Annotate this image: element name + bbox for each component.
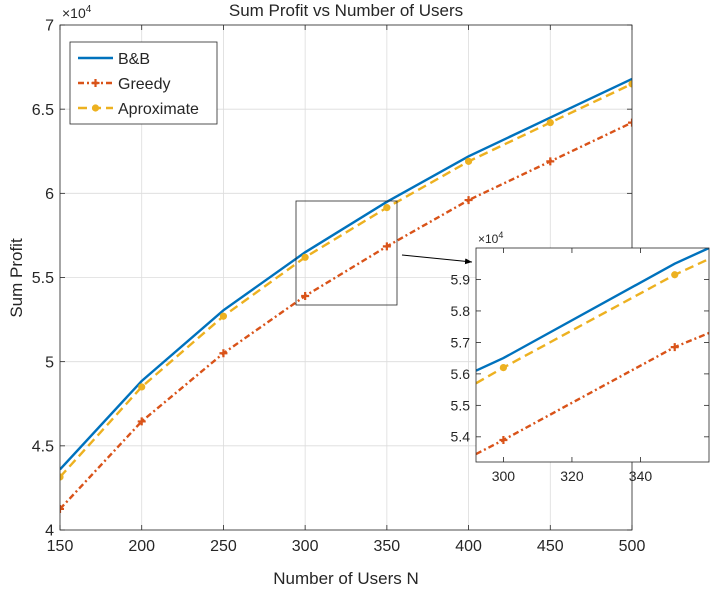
series-line-greedy (476, 331, 709, 456)
inset-plot-area (476, 248, 709, 462)
series-line-b-b (476, 248, 709, 372)
inset-axes-box (475, 247, 710, 463)
x-tick-label: 300 (492, 468, 516, 484)
data-point-greedy (464, 196, 473, 205)
data-point-aproximate (219, 312, 228, 320)
x-tick-label: 300 (292, 538, 319, 555)
legend-marker-greedy (91, 79, 100, 87)
x-tick-label: 340 (629, 468, 653, 484)
main-ticks: 150 200 250 300 350 400 450 500 4 4.5 5 5.5 6 6.5 7 (32, 18, 646, 555)
x-tick-label: 450 (537, 538, 564, 555)
data-point-aproximate (671, 271, 679, 279)
series-line-b-b (60, 77, 632, 471)
y-exponent-label: ×104 (62, 4, 92, 21)
y-tick-label: 7 (45, 18, 54, 35)
x-tick-label: 150 (47, 538, 74, 555)
y-tick-label: 5.4 (451, 429, 471, 445)
x-tick-label: 400 (455, 538, 482, 555)
y-tick-label: 5 (45, 354, 54, 371)
x-tick-label: 350 (374, 538, 401, 555)
data-point-greedy (382, 242, 391, 251)
legend-label-b-b: B&B (118, 51, 150, 68)
y-tick-label: 4.5 (32, 438, 54, 455)
legend-marker-aproximate (91, 104, 100, 112)
data-point-greedy (60, 504, 64, 513)
main-series-group (60, 77, 632, 513)
x-tick-label: 320 (560, 468, 584, 484)
data-point-greedy (628, 118, 632, 127)
data-point-aproximate (301, 253, 309, 261)
inset-y-exponent-power: 4 (498, 230, 503, 240)
y-tick-label: 5.9 (451, 271, 471, 287)
inset-y-exponent-base: ×10 (478, 232, 499, 246)
y-tick-label: 5.8 (451, 303, 471, 319)
data-point-greedy (499, 435, 508, 444)
x-tick-label: 250 (210, 538, 237, 555)
y-tick-label: 4 (45, 523, 54, 540)
y-exponent-base: ×10 (62, 5, 86, 21)
y-tick-label: 5.5 (32, 270, 54, 287)
series-line-greedy (60, 121, 632, 510)
y-tick-label: 6 (45, 186, 54, 203)
y-tick-label: 5.6 (451, 366, 471, 382)
inset-ticks: 300 320 340 5.4 5.5 5.6 5.7 5.8 5.9 (451, 248, 709, 484)
zoom-arrow (401, 254, 473, 265)
legend: B&B Greedy Aproximate (69, 41, 218, 125)
data-point-aproximate (546, 119, 554, 127)
data-point-greedy (670, 343, 679, 352)
y-tick-label: 5.5 (451, 397, 471, 413)
y-tick-label: 6.5 (32, 102, 54, 119)
series-line-aproximate (60, 82, 632, 478)
data-point-aproximate (60, 473, 64, 481)
data-point-greedy (546, 157, 555, 166)
x-tick-label: 200 (128, 538, 155, 555)
legend-label-greedy: Greedy (118, 76, 170, 93)
zoom-region-box (295, 200, 398, 306)
chart-title: Sum Profit vs Number of Users (229, 1, 463, 20)
data-point-aproximate (383, 204, 391, 212)
data-point-greedy (219, 349, 228, 358)
data-point-aproximate (464, 157, 473, 165)
data-point-greedy (301, 292, 310, 301)
y-exponent-power: 4 (86, 4, 92, 15)
data-point-greedy (137, 417, 146, 426)
y-axis-label: Sum Profit (7, 238, 26, 318)
data-point-aproximate (499, 363, 508, 372)
x-tick-label: 500 (619, 538, 646, 555)
inset-series-group (476, 248, 709, 456)
x-axis-label: Number of Users N (273, 569, 418, 588)
data-point-aproximate (628, 80, 632, 88)
data-point-aproximate (138, 383, 146, 391)
inset-y-exponent-label: ×104 (478, 230, 503, 246)
legend-label-aproximate: Aproximate (118, 101, 199, 118)
y-tick-label: 5.7 (451, 334, 471, 350)
series-line-aproximate (476, 257, 709, 385)
